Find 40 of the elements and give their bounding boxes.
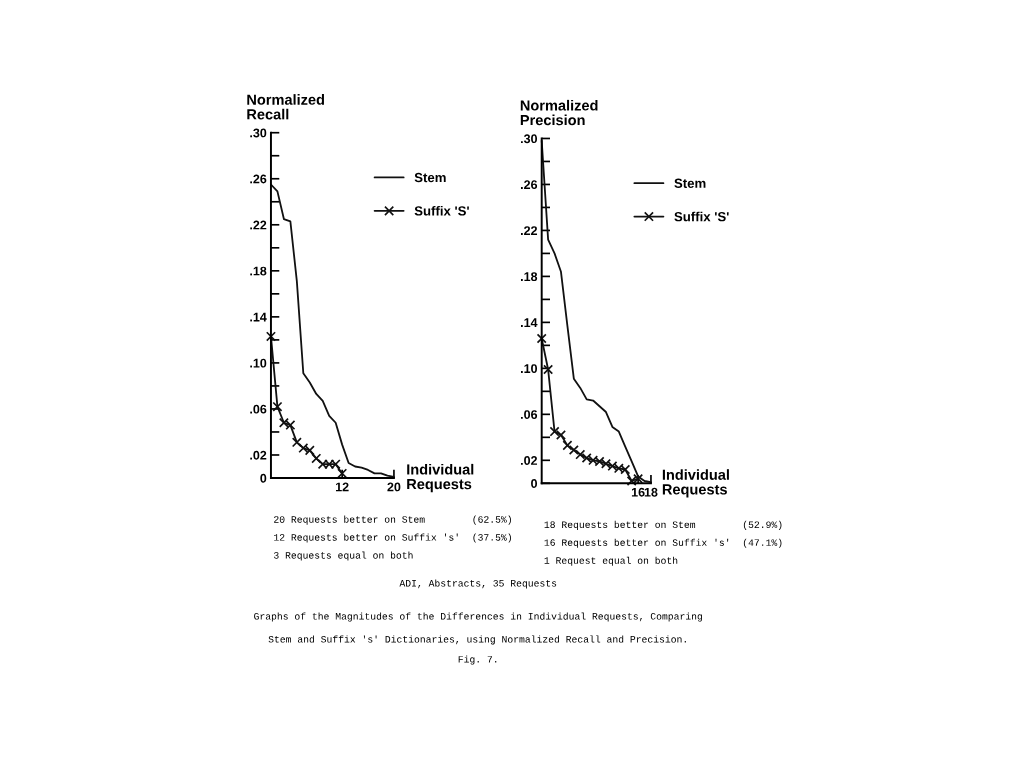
legend-label: Suffix 'S' — [674, 211, 729, 222]
y-tick-label: .22 — [521, 226, 538, 235]
text: 16 Requests better on Suffix 's' (47.1%) — [544, 538, 782, 548]
y-tick-label: .14 — [250, 312, 267, 322]
text: Stem and Suffix 's' Dictionaries, using Normalized Recall and Precision. — [268, 635, 686, 645]
y-tick-label: .06 — [250, 404, 267, 414]
text: Graphs of the Magnitudes of the Differences in Individual Requests, Comparing — [254, 612, 702, 622]
y-tick-label: .06 — [521, 410, 538, 419]
x-tick-label: 16 — [631, 487, 645, 497]
x-tick-label: 18 — [644, 487, 658, 497]
y-tick-label: .14 — [521, 318, 538, 327]
caption: Fig. 7. — [458, 655, 497, 665]
y-tick-label: .18 — [250, 266, 267, 276]
y-axis-title: Normalized Recall — [247, 94, 324, 120]
legend-label: Suffix 'S' — [414, 205, 469, 216]
y-tick-label: 0 — [260, 473, 267, 483]
text: ADI, Abstracts, 35 Requests — [399, 579, 557, 589]
x-tick-label: 20 — [387, 482, 401, 492]
y-axis-title: Normalized Precision — [520, 99, 598, 126]
y-tick-label: .02 — [250, 450, 267, 460]
x-tick-label: 12 — [335, 482, 349, 492]
y-tick-label: .30 — [250, 128, 267, 138]
y-tick-label: .10 — [250, 358, 267, 368]
x-axis-title: Individual Requests — [407, 463, 474, 493]
y-tick-label: .18 — [521, 272, 538, 282]
y-tick-label: 0 — [531, 479, 538, 488]
text: 1 Request equal on both — [544, 556, 678, 566]
legend-label: Stem — [674, 178, 706, 188]
x-axis-title: Individual Requests — [662, 469, 729, 498]
text: 18 Requests better on Stem (52.9%) — [544, 520, 782, 530]
y-tick-label: .26 — [521, 180, 538, 190]
y-tick-label: .22 — [250, 220, 267, 230]
text: 12 Requests better on Suffix 's' (37.5%) — [274, 533, 511, 543]
y-tick-label: .26 — [250, 174, 267, 184]
text: 20 Requests better on Stem (62.5%) — [274, 515, 511, 525]
y-tick-label: .30 — [521, 134, 538, 144]
y-tick-label: .02 — [521, 456, 538, 465]
text: 3 Requests equal on both — [274, 551, 413, 561]
y-tick-label: .10 — [521, 364, 538, 374]
legend-label: Stem — [414, 172, 446, 183]
